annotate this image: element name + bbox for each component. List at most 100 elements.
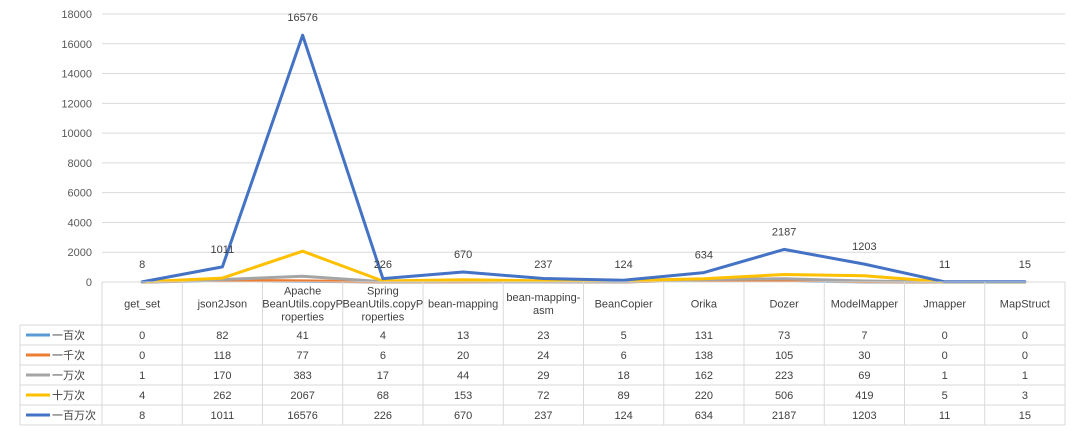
category-label: Apache BeanUtils.copyP roperties — [262, 286, 343, 324]
data-label: 634 — [695, 250, 713, 262]
legend-label: 一百次 — [52, 328, 85, 342]
table-cell: 29 — [537, 370, 549, 382]
table-cell: 1011 — [211, 410, 235, 422]
table-cell: 226 — [374, 410, 392, 422]
table-cell: 1 — [1022, 370, 1028, 382]
table-cell: 77 — [297, 350, 309, 362]
table-cell: 23 — [537, 330, 549, 342]
table-cell: 68 — [377, 390, 389, 402]
table-cell: 6 — [621, 350, 627, 362]
data-label: 226 — [374, 259, 392, 271]
data-label: 11 — [939, 259, 950, 271]
table-cell: 11 — [939, 410, 950, 422]
table-cell: 5 — [942, 390, 948, 402]
category-label: bean-mapping — [428, 299, 498, 311]
category-label: BeanCopier — [595, 299, 653, 311]
category-label: Dozer — [769, 299, 799, 311]
y-tick-label: 14000 — [61, 69, 92, 81]
table-cell: 0 — [139, 350, 145, 362]
y-tick-label: 10000 — [61, 128, 92, 140]
table-cell: 506 — [775, 390, 793, 402]
table-cell: 162 — [695, 370, 713, 382]
table-cell: 383 — [293, 370, 311, 382]
y-tick-label: 8000 — [68, 158, 92, 170]
table-cell: 670 — [454, 410, 472, 422]
y-tick-label: 2000 — [68, 247, 92, 259]
table-cell: 262 — [213, 390, 231, 402]
table-cell: 0 — [1022, 350, 1028, 362]
legend-label: 十万次 — [52, 388, 85, 402]
gridlines — [102, 13, 1065, 283]
legend-label: 一万次 — [52, 368, 85, 382]
data-label: 1011 — [211, 244, 235, 256]
y-tick-label: 18000 — [61, 9, 92, 21]
y-tick-label: 6000 — [68, 188, 92, 200]
y-tick-label: 4000 — [68, 217, 92, 229]
table-cell: 69 — [858, 370, 870, 382]
category-label: json2Json — [197, 299, 248, 311]
table-cell: 419 — [855, 390, 873, 402]
data-labels: 8 1011 16576 226 670 237 124 634 2187 1203 11 15 — [139, 12, 1031, 271]
y-tick-label: 12000 — [61, 98, 92, 110]
table-cell: 153 — [454, 390, 472, 402]
y-axis: 0 2000 4000 6000 8000 10000 12000 14000 16000 180… — [61, 9, 92, 289]
table-cell: 5 — [621, 330, 627, 342]
legend-label: 一千次 — [52, 348, 85, 362]
data-label: 237 — [534, 259, 552, 271]
data-label: 15 — [1019, 259, 1031, 271]
category-label: bean-mapping-asm — [506, 292, 580, 317]
table-cell: 124 — [614, 410, 632, 422]
y-tick-label: 0 — [86, 277, 92, 289]
table-cell: 13 — [457, 330, 469, 342]
table-cell: 634 — [695, 410, 713, 422]
table-cell: 131 — [695, 330, 713, 342]
category-label: Orika — [691, 299, 718, 311]
table-cell: 0 — [942, 350, 948, 362]
legend-label: 一百万次 — [52, 408, 96, 422]
table-cell: 6 — [380, 350, 386, 362]
table-cell: 0 — [1022, 330, 1028, 342]
table-cell: 89 — [618, 390, 630, 402]
table-cell: 30 — [858, 350, 870, 362]
table-cell: 73 — [778, 330, 790, 342]
table-cell: 20 — [457, 350, 469, 362]
y-tick-label: 16000 — [61, 39, 92, 51]
category-label: MapStruct — [1000, 299, 1050, 311]
table-cell: 18 — [618, 370, 630, 382]
data-label: 2187 — [772, 226, 796, 238]
data-label: 670 — [454, 249, 472, 261]
table-cell: 170 — [213, 370, 231, 382]
table-cell: 220 — [695, 390, 713, 402]
table-cell: 0 — [942, 330, 948, 342]
table-cell: 82 — [216, 330, 228, 342]
table-cell: 1 — [139, 370, 145, 382]
table-cell: 138 — [695, 350, 713, 362]
table-cell: 16576 — [287, 410, 318, 422]
table-cell: 2187 — [772, 410, 796, 422]
table-cell: 7 — [861, 330, 867, 342]
table-cell: 0 — [139, 330, 145, 342]
table-cell: 237 — [534, 410, 552, 422]
table-cell: 41 — [297, 330, 309, 342]
series-line-5 — [140, 33, 1027, 284]
table-cell: 105 — [775, 350, 793, 362]
table-cell: 44 — [457, 370, 469, 382]
table-cell: 3 — [1022, 390, 1028, 402]
category-label: Jmapper — [923, 299, 966, 311]
table-cell: 1203 — [852, 410, 876, 422]
category-label: Spring BeanUtils.copyP roperties — [343, 286, 424, 324]
table-cell: 8 — [139, 410, 145, 422]
table-cell: 15 — [1019, 410, 1031, 422]
data-label: 16576 — [287, 12, 318, 24]
series-lines — [140, 33, 1027, 284]
table-cell: 72 — [537, 390, 549, 402]
table-cell: 17 — [377, 370, 389, 382]
table-cell: 118 — [214, 350, 232, 362]
data-label: 8 — [139, 259, 145, 271]
data-label: 1203 — [852, 241, 876, 253]
table-cell: 1 — [942, 370, 948, 382]
table-cell: 223 — [775, 370, 793, 382]
category-label: get_set — [124, 299, 160, 311]
category-label: ModelMapper — [831, 299, 899, 311]
